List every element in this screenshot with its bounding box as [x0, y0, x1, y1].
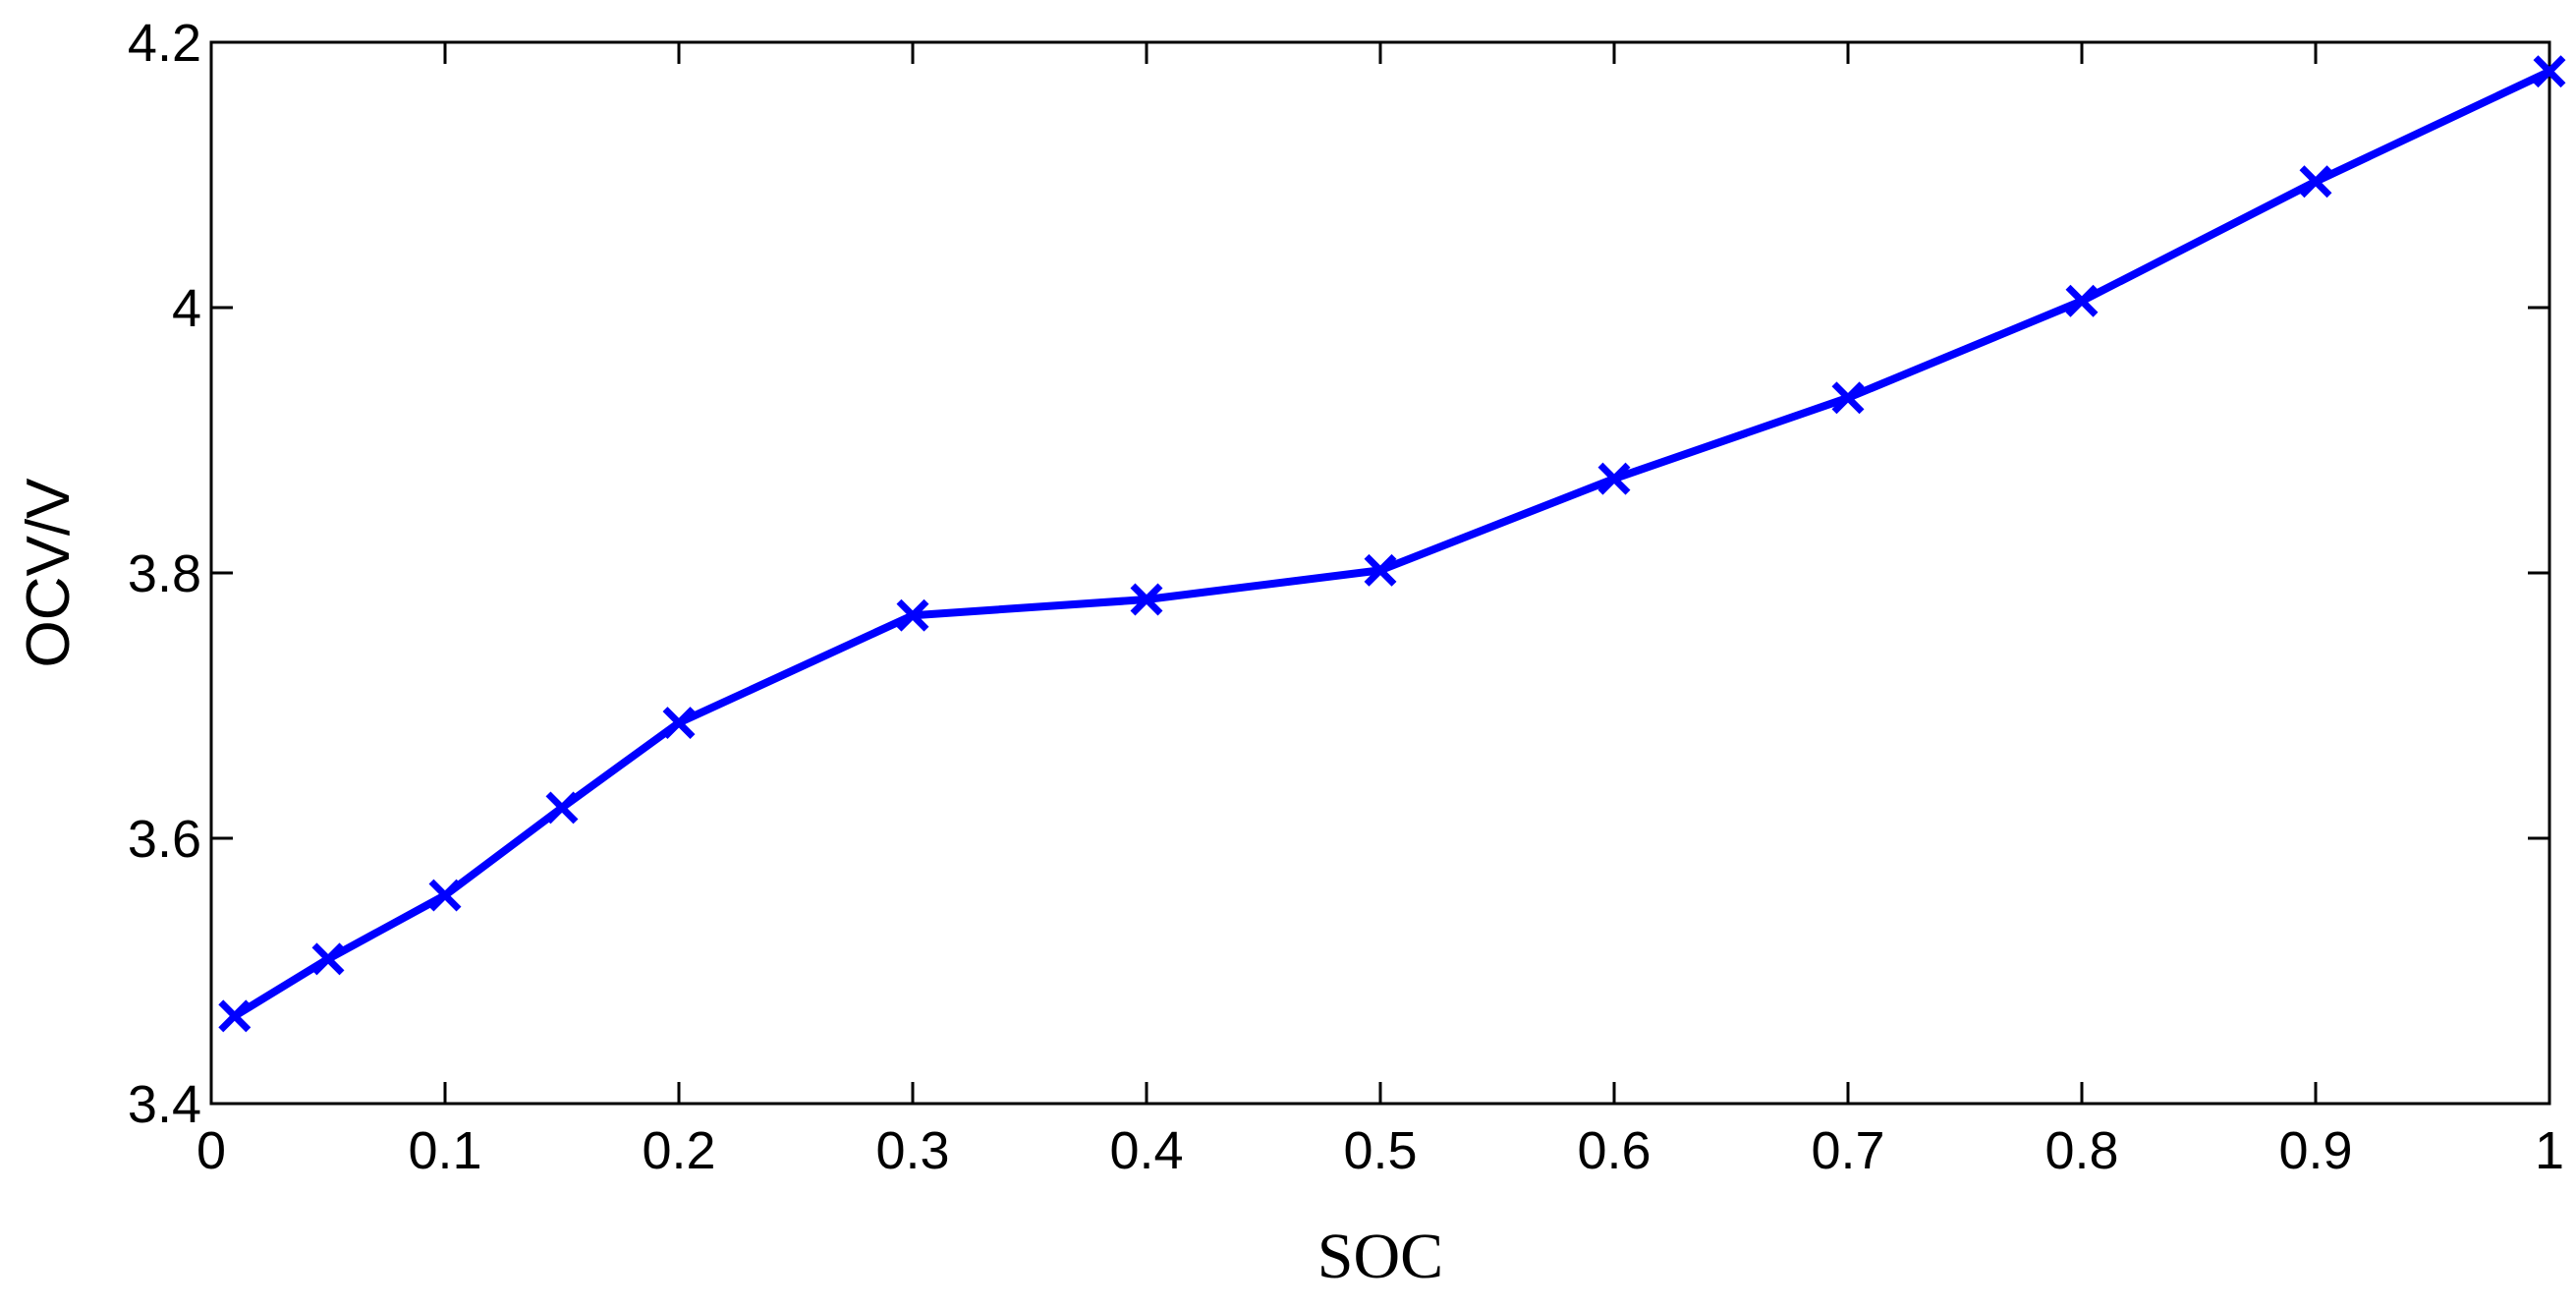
x-tick-label: 0.3 [875, 1121, 949, 1180]
data-point-marker [2065, 284, 2099, 317]
data-point-marker [311, 942, 345, 976]
data-point-marker [428, 879, 462, 912]
x-tick-label: 0.1 [408, 1121, 481, 1180]
x-tick-label: 1 [2535, 1121, 2564, 1180]
x-tick-label: 0.4 [1109, 1121, 1183, 1180]
y-tick-label: 4.2 [128, 14, 201, 73]
data-point-marker [1597, 462, 1631, 495]
y-axis: 3.4 3.6 3.8 4 4.2 [128, 14, 2549, 1134]
x-tick-label: 0.2 [642, 1121, 715, 1180]
data-point-marker [1364, 553, 1397, 587]
series-layer [218, 55, 2566, 1033]
x-tick-label: 0.9 [2278, 1121, 2352, 1180]
y-tick-label: 3.8 [128, 544, 201, 603]
data-point-marker [896, 598, 929, 632]
data-point-marker [2533, 55, 2566, 88]
x-axis: 0 0.1 0.2 0.3 0.4 0.5 0.6 0.7 0.8 0.9 1 [196, 42, 2564, 1180]
x-tick-label: 0.6 [1577, 1121, 1651, 1180]
x-tick-label: 0.7 [1811, 1121, 1884, 1180]
y-tick-label: 4 [172, 279, 201, 338]
data-point-marker [2299, 165, 2332, 199]
y-axis-title: OCV/V [15, 478, 83, 668]
data-point-marker [545, 791, 579, 825]
x-axis-title: SOC [1317, 1221, 1443, 1292]
x-tick-label: 0.8 [2044, 1121, 2118, 1180]
y-tick-label: 3.4 [128, 1075, 201, 1134]
data-point-marker [1831, 381, 1865, 415]
data-point-marker [218, 999, 252, 1033]
data-point-marker [1130, 583, 1163, 616]
x-tick-label: 0.5 [1343, 1121, 1417, 1180]
y-tick-label: 3.6 [128, 810, 201, 869]
x-tick-label: 0 [196, 1121, 226, 1180]
data-point-marker [662, 707, 696, 740]
